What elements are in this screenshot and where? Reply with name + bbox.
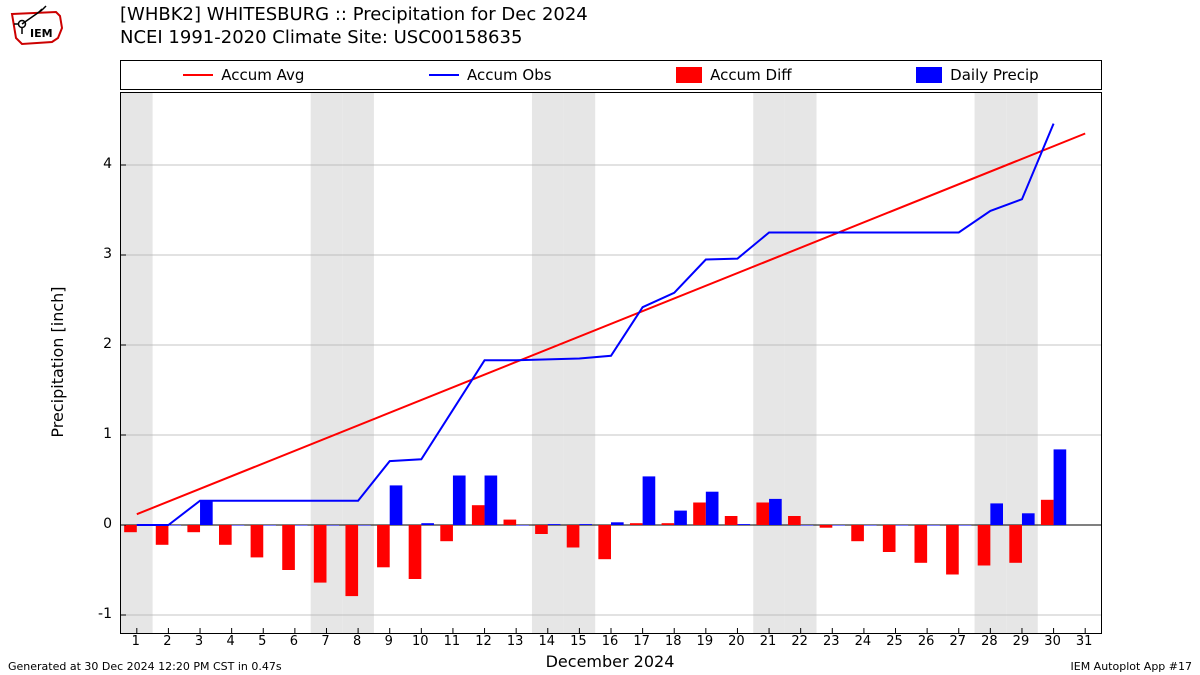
x-tick-label: 26 (918, 634, 935, 649)
y-tick-label: 4 (103, 156, 112, 172)
legend-label: Accum Obs (467, 66, 552, 84)
x-tick-label: 24 (855, 634, 872, 649)
y-axis-label: Precipitation [inch] (48, 92, 67, 632)
x-tick-label: 28 (981, 634, 998, 649)
legend-swatch-block (916, 67, 942, 83)
plot-area (120, 92, 1102, 634)
legend: Accum Avg Accum Obs Accum Diff Daily Pre… (120, 60, 1102, 90)
legend-item-accum-avg: Accum Avg (183, 66, 304, 84)
y-tick-label: 2 (103, 336, 112, 352)
x-tick-label: 14 (538, 634, 555, 649)
x-tick-label: 17 (633, 634, 650, 649)
x-tick-label: 1 (132, 634, 140, 649)
x-tick-label: 8 (353, 634, 361, 649)
legend-label: Daily Precip (950, 66, 1039, 84)
footer-generated: Generated at 30 Dec 2024 12:20 PM CST in… (8, 660, 282, 673)
legend-swatch-line (429, 74, 459, 76)
x-tick-label: 15 (570, 634, 587, 649)
x-tick-label: 27 (949, 634, 966, 649)
legend-item-accum-obs: Accum Obs (429, 66, 552, 84)
footer-app: IEM Autoplot App #17 (1071, 660, 1193, 673)
legend-item-daily-precip: Daily Precip (916, 66, 1039, 84)
x-tick-label: 22 (791, 634, 808, 649)
x-tick-label: 11 (444, 634, 461, 649)
title-line-2: NCEI 1991-2020 Climate Site: USC00158635 (120, 27, 588, 50)
y-tick-label: 1 (103, 426, 112, 442)
x-tick-label: 3 (195, 634, 203, 649)
x-tick-label: 16 (602, 634, 619, 649)
x-tick-label: 18 (665, 634, 682, 649)
x-tick-label: 25 (886, 634, 903, 649)
x-tick-label: 10 (412, 634, 429, 649)
x-tick-label: 21 (760, 634, 777, 649)
x-tick-label: 30 (1044, 634, 1061, 649)
x-tick-label: 6 (290, 634, 298, 649)
legend-label: Accum Avg (221, 66, 304, 84)
x-tick-label: 13 (507, 634, 524, 649)
x-tick-label: 2 (163, 634, 171, 649)
x-tick-label: 9 (385, 634, 393, 649)
x-axis-ticks: 1234567891011121314151617181920212223242… (120, 634, 1100, 652)
y-tick-label: 3 (103, 246, 112, 262)
legend-item-accum-diff: Accum Diff (676, 66, 791, 84)
x-tick-label: 29 (1013, 634, 1030, 649)
plot-svg (121, 93, 1101, 633)
x-tick-label: 23 (823, 634, 840, 649)
title-line-1: [WHBK2] WHITESBURG :: Precipitation for … (120, 4, 588, 27)
iem-logo: IEM (8, 4, 68, 50)
y-axis-ticks: -1 0 1 2 3 4 (78, 92, 116, 632)
x-tick-label: 5 (258, 634, 266, 649)
x-tick-label: 7 (321, 634, 329, 649)
y-tick-label: 0 (103, 516, 112, 532)
x-tick-label: 19 (697, 634, 714, 649)
x-tick-label: 12 (475, 634, 492, 649)
legend-label: Accum Diff (710, 66, 791, 84)
y-tick-label: -1 (98, 606, 112, 622)
x-tick-label: 20 (728, 634, 745, 649)
legend-swatch-block (676, 67, 702, 83)
chart-root: IEM [WHBK2] WHITESBURG :: Precipitation … (0, 0, 1200, 675)
chart-titles: [WHBK2] WHITESBURG :: Precipitation for … (120, 4, 588, 49)
legend-swatch-line (183, 74, 213, 76)
x-tick-label: 31 (1076, 634, 1093, 649)
svg-text:IEM: IEM (30, 27, 53, 40)
x-tick-label: 4 (227, 634, 235, 649)
